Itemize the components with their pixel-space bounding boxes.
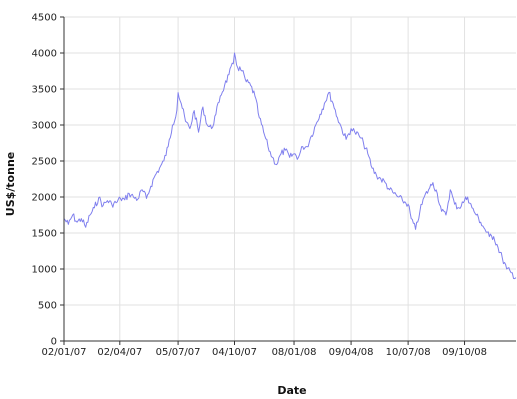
y-tick-label: 2000 bbox=[32, 193, 57, 204]
y-tick-label: 3500 bbox=[32, 85, 57, 96]
x-tick-label: 05/07/07 bbox=[156, 347, 201, 358]
y-axis-title: US$/tonne bbox=[4, 152, 17, 216]
y-tick-label: 2500 bbox=[32, 157, 57, 168]
y-tick-label: 4000 bbox=[32, 49, 57, 60]
x-axis-ticks: 02/01/07 02/04/07 05/07/07 04/10/07 08/01/08… bbox=[42, 341, 487, 358]
y-tick-label: 3000 bbox=[32, 121, 57, 132]
x-tick-label: 08/01/08 bbox=[272, 347, 317, 358]
price-series-line bbox=[63, 52, 517, 280]
axes bbox=[63, 17, 516, 342]
x-tick-label: 04/10/07 bbox=[212, 347, 257, 358]
y-tick-label: 4500 bbox=[32, 13, 57, 24]
y-tick-label: 0 bbox=[51, 337, 57, 348]
x-tick-label: 10/07/08 bbox=[386, 347, 431, 358]
y-tick-label: 500 bbox=[38, 301, 57, 312]
y-axis-ticks: 0 500 1000 1500 2000 2500 3000 3500 4000 4500 bbox=[32, 13, 64, 348]
series-layer bbox=[63, 52, 517, 280]
grid bbox=[64, 16, 516, 341]
x-tick-label: 02/01/07 bbox=[42, 347, 87, 358]
x-axis-title: Date bbox=[277, 384, 306, 397]
y-tick-label: 1000 bbox=[32, 265, 57, 276]
x-tick-label: 02/04/07 bbox=[97, 347, 142, 358]
x-tick-label: 09/10/08 bbox=[442, 347, 487, 358]
y-tick-label: 1500 bbox=[32, 229, 57, 240]
x-tick-label: 09/04/08 bbox=[329, 347, 374, 358]
